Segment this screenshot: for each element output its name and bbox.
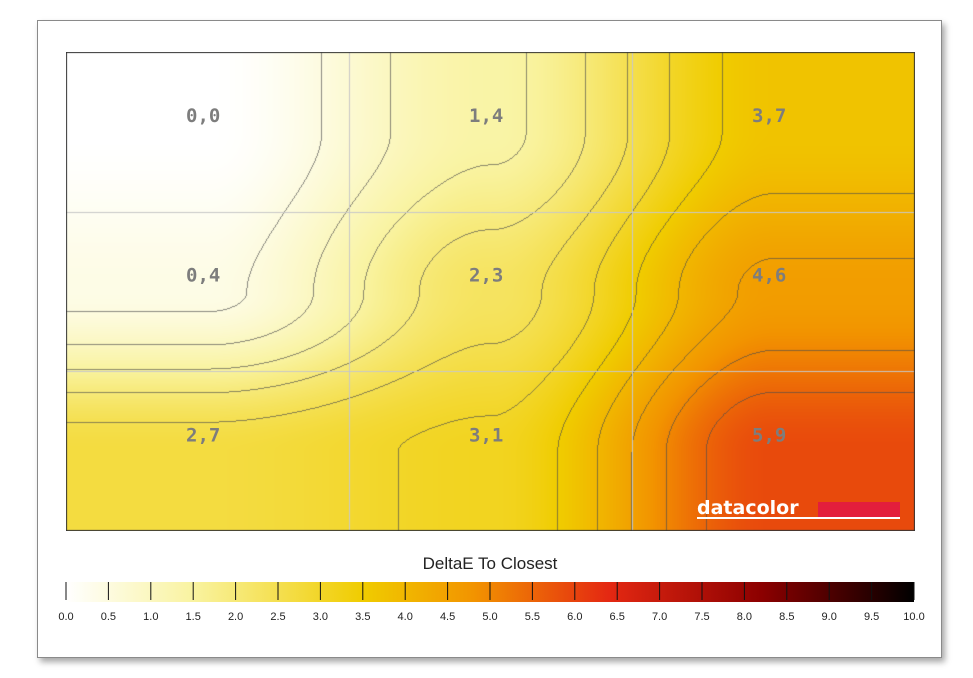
legend-tick-label-3: 1.5 [186, 611, 201, 623]
legend-tick-label-10: 5.0 [482, 611, 497, 623]
legend-tick-label-14: 7.0 [652, 611, 667, 623]
legend-tick-label-0: 0.0 [58, 611, 73, 623]
legend-tick-label-6: 3.0 [313, 611, 328, 623]
legend-tick-label-17: 8.5 [779, 611, 794, 623]
legend-tick-label-12: 6.0 [567, 611, 582, 623]
legend-tick-label-5: 2.5 [270, 611, 285, 623]
legend-tick-label-15: 7.5 [694, 611, 709, 623]
legend-tick-label-2: 1.0 [143, 611, 158, 623]
legend-tick-label-13: 6.5 [610, 611, 625, 623]
legend-tick-label-16: 8.0 [737, 611, 752, 623]
legend-ticks: 0.0 0.5 1.0 1.5 2.0 2.5 3.0 3.5 4.0 4.5 5.0 5.5 6.0 6… [58, 582, 925, 623]
color-legend: 0.0 0.5 1.0 1.5 2.0 2.5 3.0 3.5 4.0 4.5 5.0 5.5 6.0 6… [58, 582, 925, 623]
legend-tick-label-9: 4.5 [440, 611, 455, 623]
legend-title: DeltaE To Closest [422, 554, 558, 573]
legend-tick-label-1: 0.5 [101, 611, 116, 623]
heatmap-surface [66, 52, 915, 531]
legend-tick-label-18: 9.0 [822, 611, 837, 623]
legend-tick-label-7: 3.5 [355, 611, 370, 623]
legend-tick-label-20: 10.0 [903, 611, 924, 623]
legend-tick-label-11: 5.5 [525, 611, 540, 623]
legend-tick-label-8: 4.0 [398, 611, 413, 623]
legend-tick-label-4: 2.0 [228, 611, 243, 623]
legend-tick-label-19: 9.5 [864, 611, 879, 623]
